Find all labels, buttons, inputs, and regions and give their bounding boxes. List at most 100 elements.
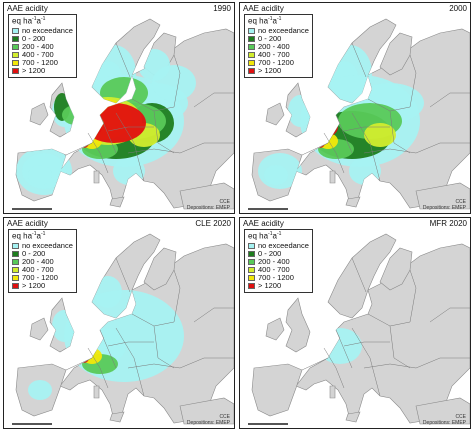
legend-item: 0 - 200 <box>12 34 73 44</box>
land-area <box>251 363 303 417</box>
legend-swatch <box>12 282 19 289</box>
legend-swatch <box>12 250 19 257</box>
legend-label: 400 - 700 <box>22 50 54 60</box>
country-border <box>363 148 417 154</box>
panel-scenario-label: CLE 2020 <box>195 219 231 228</box>
country-border <box>87 347 109 389</box>
legend-swatch <box>12 266 19 273</box>
legend-label: no exceedance <box>22 26 73 36</box>
legend-swatch <box>248 266 255 273</box>
country-border <box>107 341 154 347</box>
country-border <box>351 112 381 182</box>
legend-label: 200 - 400 <box>22 42 54 52</box>
land-area <box>327 233 397 319</box>
legend-item: 200 - 400 <box>12 257 73 267</box>
land-area <box>179 397 234 425</box>
legend-label: 200 - 400 <box>22 257 54 267</box>
map-panel-mfr-2020: AAE acidity MFR 2020 eq ha-1a-1 no excee… <box>239 217 471 429</box>
legend-swatch <box>248 242 255 249</box>
scale-bar <box>12 208 52 210</box>
country-border <box>65 142 93 156</box>
country-border <box>351 257 367 293</box>
legend-swatch <box>12 27 19 34</box>
land-area <box>29 317 49 341</box>
legend-swatch <box>12 258 19 265</box>
legend-label: 700 - 1200 <box>22 273 58 283</box>
scale-bar <box>248 208 288 210</box>
panel-title: AAE acidity <box>243 4 284 13</box>
panel-title: AAE acidity <box>243 219 284 228</box>
scale-bar <box>12 423 52 425</box>
country-border <box>415 357 470 369</box>
scale-bar <box>248 423 288 425</box>
country-border <box>153 110 175 154</box>
legend-swatch <box>248 258 255 265</box>
country-border <box>323 347 345 389</box>
panel-scenario-label: 2000 <box>449 4 467 13</box>
country-border <box>323 132 345 174</box>
country-border <box>389 325 411 369</box>
legend-swatch <box>248 67 255 74</box>
exceedance-region <box>264 165 288 185</box>
legend-label: 0 - 200 <box>258 249 282 259</box>
panel-scenario-label: MFR 2020 <box>429 219 467 228</box>
land-area <box>329 170 336 184</box>
country-border <box>351 42 367 78</box>
legend-item: no exceedance <box>12 26 73 36</box>
credit: CCE Depositions: EMEP <box>186 414 230 426</box>
country-border <box>115 112 145 182</box>
land-area <box>295 243 470 424</box>
map-legend: eq ha-1a-1 no exceedance 0 - 200 200 - 400… <box>8 14 77 78</box>
legend-swatch <box>12 242 19 249</box>
country-border <box>87 132 109 174</box>
country-border <box>363 363 417 369</box>
legend-label: 700 - 1200 <box>22 58 58 68</box>
country-border <box>173 269 181 323</box>
legend-item: no exceedance <box>12 241 73 251</box>
legend-item: 400 - 700 <box>248 265 309 274</box>
legend-swatch <box>248 35 255 42</box>
legend-swatch <box>248 59 255 66</box>
legend-label: 0 - 200 <box>22 34 46 44</box>
legend-item: 200 - 400 <box>12 42 73 52</box>
legend-swatch <box>248 274 255 281</box>
land-area <box>143 247 177 291</box>
legend-unit: eq ha-1a-1 <box>12 231 46 241</box>
legend-label: no exceedance <box>22 241 73 251</box>
land-area <box>345 196 361 208</box>
legend-item: > 1200 <box>248 66 309 76</box>
legend-item: 700 - 1200 <box>12 273 73 283</box>
legend-item: 400 - 700 <box>248 50 309 59</box>
land-area <box>109 411 125 423</box>
legend-item: 400 - 700 <box>12 50 73 60</box>
country-border <box>65 357 93 371</box>
legend-label: 400 - 700 <box>22 265 54 275</box>
country-border <box>409 54 417 108</box>
legend-label: 200 - 400 <box>258 42 290 52</box>
legend-item: no exceedance <box>248 241 309 250</box>
land-area <box>415 397 470 425</box>
legend-unit: eq ha-1a-1 <box>12 16 46 26</box>
legend-item: 0 - 200 <box>248 34 309 44</box>
europe-map <box>4 3 234 213</box>
panel-title: AAE acidity <box>7 219 48 228</box>
country-border <box>301 357 329 371</box>
legend-item: > 1200 <box>12 281 73 290</box>
legend-label: > 1200 <box>258 281 282 291</box>
europe-map <box>4 218 234 428</box>
credit: CCE Depositions: EMEP <box>186 199 230 211</box>
land-area <box>29 102 49 126</box>
legend-item: > 1200 <box>12 66 73 75</box>
legend-label: no exceedance <box>258 26 309 36</box>
country-border <box>335 114 353 154</box>
legend-label: 0 - 200 <box>258 34 282 44</box>
legend-label: 0 - 200 <box>22 249 46 259</box>
country-border <box>99 329 117 369</box>
country-border <box>429 92 470 108</box>
credit: CCE Depositions: EMEP <box>422 414 466 426</box>
panel-title: AAE acidity <box>7 4 48 13</box>
country-border <box>99 114 117 154</box>
legend-label: > 1200 <box>258 66 282 76</box>
land-area <box>285 297 311 353</box>
land-area <box>329 385 336 399</box>
